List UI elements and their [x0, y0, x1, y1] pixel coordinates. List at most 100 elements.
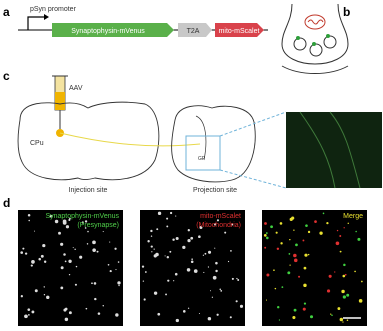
- puncta: [43, 286, 45, 288]
- puncta: [275, 231, 278, 234]
- puncta: [102, 305, 104, 307]
- virus-label: AAV: [69, 85, 83, 92]
- puncta: [64, 317, 69, 322]
- micrograph: [18, 210, 123, 326]
- arrow-head: [44, 14, 49, 20]
- brain-section: [171, 105, 256, 183]
- puncta: [219, 288, 222, 291]
- puncta: [357, 237, 361, 241]
- puncta: [167, 279, 170, 282]
- puncta: [31, 310, 35, 314]
- gene-segment: [215, 23, 264, 37]
- puncta: [361, 280, 363, 283]
- puncta: [264, 222, 267, 225]
- puncta: [91, 282, 93, 285]
- puncta: [109, 270, 112, 273]
- puncta: [190, 236, 194, 240]
- puncta: [276, 247, 280, 250]
- puncta: [266, 273, 270, 277]
- puncta: [236, 277, 238, 280]
- puncta: [31, 260, 35, 264]
- promoter-arrow: [27, 16, 44, 30]
- puncta: [157, 211, 162, 216]
- puncta: [239, 304, 244, 308]
- puncta: [207, 266, 210, 268]
- puncta: [358, 299, 363, 303]
- puncta: [117, 281, 121, 285]
- puncta: [347, 222, 349, 225]
- puncta: [293, 253, 297, 258]
- puncta: [28, 219, 30, 222]
- puncta: [278, 319, 281, 321]
- puncta: [343, 227, 345, 229]
- puncta: [153, 248, 155, 250]
- caption: Projection site: [193, 187, 237, 194]
- puncta: [212, 275, 217, 280]
- puncta: [97, 312, 101, 315]
- puncta: [302, 239, 305, 242]
- puncta: [79, 255, 83, 259]
- puncta: [109, 241, 111, 243]
- puncta: [314, 220, 317, 223]
- puncta: [74, 248, 76, 251]
- puncta: [235, 300, 238, 303]
- puncta: [302, 307, 306, 311]
- puncta: [60, 286, 64, 290]
- puncta: [143, 298, 146, 301]
- puncta: [346, 319, 349, 321]
- puncta: [198, 235, 201, 239]
- segment-label: mito-mScalet: [219, 28, 260, 35]
- puncta: [336, 229, 339, 232]
- puncta: [107, 263, 110, 266]
- puncta: [307, 253, 310, 256]
- puncta: [237, 279, 240, 281]
- puncta: [63, 308, 67, 312]
- puncta: [144, 271, 147, 273]
- puncta: [60, 266, 64, 270]
- puncta: [27, 214, 31, 217]
- puncta: [157, 312, 161, 316]
- puncta: [68, 219, 71, 222]
- segment-label: T2A: [187, 28, 200, 35]
- puncta: [182, 310, 186, 313]
- puncta: [24, 314, 28, 319]
- puncta: [151, 251, 153, 253]
- puncta: [303, 266, 307, 270]
- puncta: [169, 211, 173, 215]
- puncta: [94, 297, 97, 301]
- puncta: [339, 250, 342, 253]
- puncta: [156, 228, 159, 231]
- puncta: [309, 315, 314, 319]
- puncta: [182, 245, 186, 250]
- puncta: [289, 264, 291, 266]
- puncta: [172, 238, 175, 241]
- puncta: [60, 242, 64, 246]
- puncta: [63, 253, 66, 256]
- puncta: [202, 254, 205, 256]
- puncta: [213, 223, 217, 226]
- puncta: [186, 268, 191, 272]
- puncta: [199, 226, 203, 229]
- puncta: [74, 283, 77, 286]
- brain-section: [17, 101, 160, 181]
- puncta: [211, 296, 214, 298]
- puncta: [175, 318, 179, 323]
- puncta: [115, 269, 117, 271]
- segment-label: Synaptophysin-mVenus: [71, 28, 145, 35]
- puncta: [342, 295, 346, 299]
- puncta: [331, 314, 333, 316]
- puncta: [216, 313, 219, 316]
- puncta: [198, 312, 200, 315]
- puncta: [293, 308, 297, 312]
- image-subtitle: (Mitochondria): [196, 222, 241, 229]
- puncta: [273, 269, 275, 271]
- puncta: [62, 219, 67, 224]
- puncta: [72, 247, 74, 249]
- puncta: [355, 230, 357, 233]
- puncta: [330, 313, 332, 315]
- zoom-line: [219, 111, 287, 137]
- puncta: [326, 289, 331, 293]
- puncta: [266, 236, 269, 240]
- puncta: [215, 261, 218, 265]
- puncta: [344, 273, 347, 276]
